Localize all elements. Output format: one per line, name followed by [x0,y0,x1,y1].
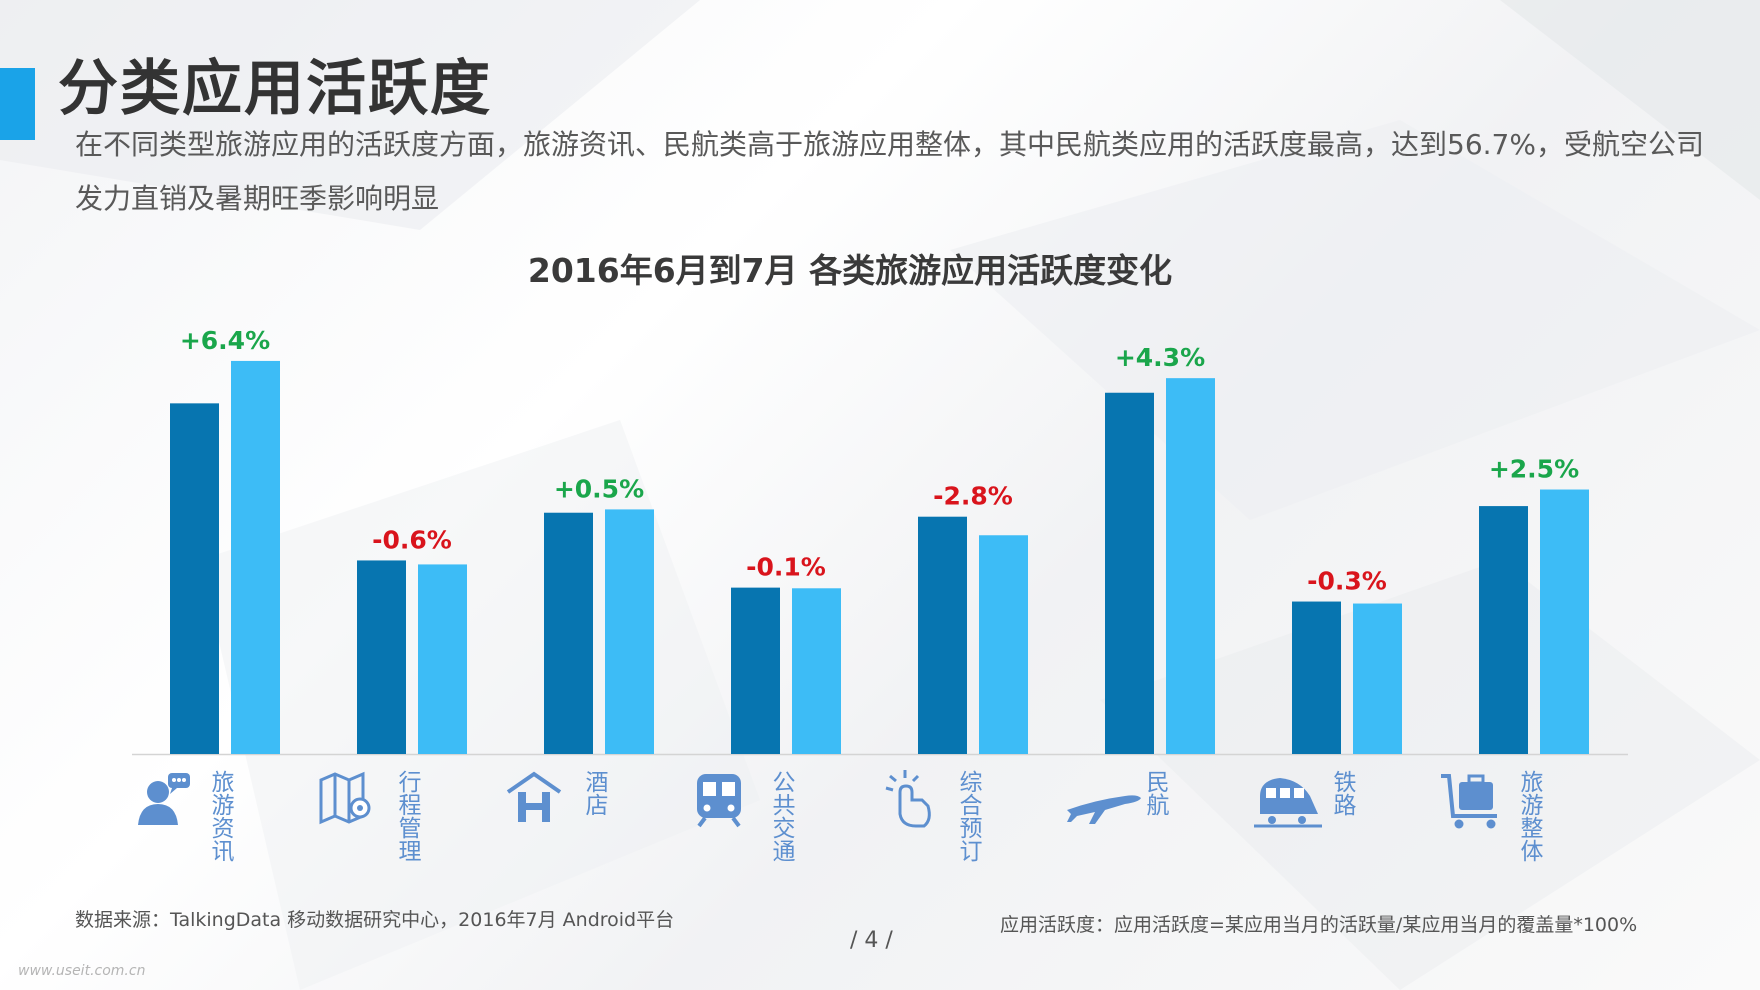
train-icon [1254,778,1322,828]
category-label: 综合预订 [959,770,983,865]
page-title: 分类应用活跃度 [58,54,492,124]
bar-july [792,588,841,754]
bar-july [1540,489,1589,754]
change-label: +0.5% [554,474,644,503]
luggage-cart-icon [1441,774,1497,829]
bar-june [1105,392,1154,754]
bar-june [918,516,967,754]
subway-icon [697,774,741,828]
category-4: 综合预订 [878,770,1018,870]
bar-july [605,509,654,754]
bar-chart: +6.4% -0.6% +0.5% -0.1% -2.8% +4.3% -0.3% +2.5% [132,326,1628,756]
category-label: 旅游整体 [1520,770,1544,865]
metric-definition-note: 应用活跃度：应用活跃度=某应用当月的活跃量/某应用当月的覆盖量*100% [1000,914,1638,936]
change-label: -0.3% [1307,567,1387,596]
category-2: 酒店 [504,770,644,870]
chart-title: 2016年6月到7月 各类旅游应用活跃度变化 [527,251,1173,290]
category-label: 公共交通 [772,770,796,865]
bar-june [357,560,406,754]
change-label: +4.3% [1115,343,1205,372]
page-subtitle: 在不同类型旅游应用的活跃度方面，旅游资讯、民航类高于旅游应用整体，其中民航类应用… [75,128,1704,215]
category-7: 旅游整体 [1439,770,1579,870]
change-label: +2.5% [1489,455,1579,484]
page-number: / 4 / [850,928,893,953]
category-label: 行程管理 [398,770,422,865]
map-pin-icon [319,771,371,825]
airplane-icon [1067,795,1141,824]
bar-june [1292,601,1341,754]
bar-june [544,512,593,754]
data-source-note: 数据来源：TalkingData 移动数据研究中心，2016年7月 Androi… [75,909,675,931]
change-label: +6.4% [180,326,270,355]
category-1: 行程管理 [317,770,457,870]
bar-june [731,587,780,754]
category-5: 民航 [1065,770,1205,870]
category-label: 酒店 [585,770,609,819]
change-label: -0.6% [372,525,452,554]
bar-july [1353,603,1402,754]
watermark: www.useit.com.cn [18,963,146,979]
bar-june [1479,506,1528,754]
hotel-icon [506,771,562,822]
bar-july [979,535,1028,754]
category-6: 铁路 [1252,770,1392,870]
change-label: -0.1% [746,553,826,582]
accent-bar [0,68,35,140]
category-label: 旅游资讯 [211,770,235,865]
tap-hand-icon [885,770,931,828]
bar-june [170,403,219,754]
change-label: -2.8% [933,482,1013,511]
bar-july [1166,378,1215,754]
category-0: 旅游资讯 [130,770,270,870]
category-label: 民航 [1146,770,1170,819]
category-3: 公共交通 [691,770,831,870]
person-chat-icon [138,773,190,825]
bar-july [231,360,280,754]
bar-july [418,564,467,754]
category-label: 铁路 [1333,770,1357,819]
